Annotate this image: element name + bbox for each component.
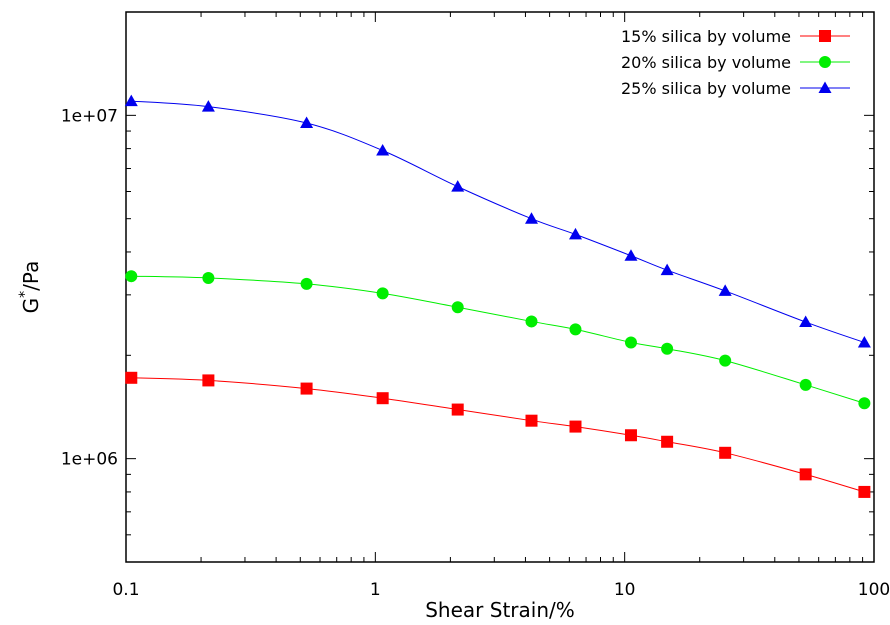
data-point (569, 323, 582, 336)
legend-marker (818, 81, 832, 93)
x-axis-title: Shear Strain/% (425, 598, 575, 622)
data-point (799, 315, 813, 328)
legend-marker (819, 30, 831, 42)
data-point (376, 287, 389, 300)
series-layer (124, 94, 871, 498)
x-axis-ticks: 0.1 1 10 100 (112, 12, 890, 600)
data-point (569, 420, 582, 433)
plot-frame (125, 11, 875, 563)
data-point (661, 435, 674, 448)
legend: 15% silica by volume 20% silica by volume… (621, 27, 850, 98)
data-point (568, 227, 582, 240)
data-point (202, 374, 215, 387)
data-point (525, 315, 538, 328)
data-point (624, 429, 637, 442)
data-point (451, 403, 464, 416)
series-line (131, 100, 865, 343)
y-tick-label: 1e+06 (61, 450, 118, 470)
legend-label: 15% silica by volume (621, 27, 791, 46)
data-point (376, 392, 389, 405)
data-point (624, 336, 637, 349)
y-axis-title-base: G (19, 298, 43, 314)
data-point (300, 116, 314, 128)
data-point (661, 342, 674, 355)
data-point (300, 277, 313, 290)
data-point (451, 180, 465, 192)
data-point (718, 284, 732, 296)
series-triangle (124, 94, 871, 348)
data-point (858, 397, 871, 410)
series-circle (125, 270, 871, 410)
y-axis-title-units: /Pa (19, 261, 43, 291)
data-point (719, 354, 732, 367)
data-point (125, 371, 138, 384)
data-point (857, 335, 871, 348)
svg-text:G*/Pa: G*/Pa (17, 261, 43, 314)
data-point (624, 249, 638, 261)
data-point (525, 212, 539, 224)
x-tick-label: 0.1 (112, 580, 139, 600)
y-axis-ticks: 1e+06 1e+07 (61, 11, 874, 563)
legend-label: 25% silica by volume (621, 79, 791, 98)
legend-label: 20% silica by volume (621, 53, 791, 72)
x-tick-label: 1 (370, 580, 381, 600)
data-point (719, 446, 732, 459)
data-point (376, 143, 390, 156)
data-point (201, 100, 215, 112)
series-square (125, 371, 871, 498)
legend-marker (819, 56, 831, 68)
data-point (799, 468, 812, 481)
data-point (858, 485, 871, 498)
x-tick-label: 100 (858, 580, 890, 600)
y-axis-title-superscript: * (17, 291, 33, 298)
data-point (125, 270, 138, 283)
data-point (202, 271, 215, 284)
data-point (525, 414, 538, 427)
data-point (124, 94, 138, 107)
series-line (131, 275, 865, 404)
data-point (451, 301, 464, 314)
data-point (660, 263, 674, 276)
data-point (300, 382, 313, 395)
series-line (131, 377, 865, 493)
y-tick-label: 1e+07 (61, 106, 118, 126)
y-axis-title: G*/Pa (17, 261, 43, 314)
data-point (799, 378, 812, 391)
x-tick-label: 10 (614, 580, 636, 600)
